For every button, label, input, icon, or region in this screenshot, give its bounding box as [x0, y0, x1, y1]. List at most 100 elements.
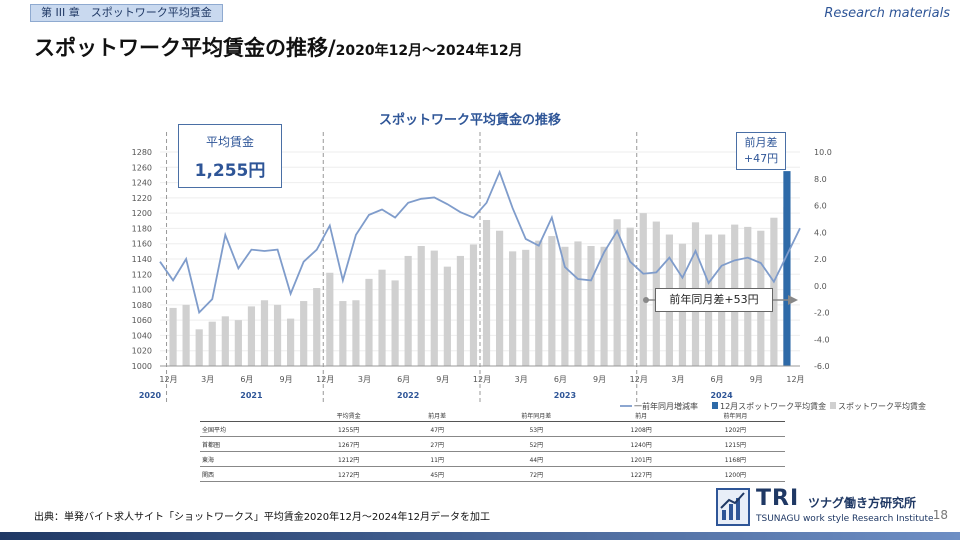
table-row: 首都圏 1267円 27円 52円 1240円 1215円 [200, 436, 785, 452]
year-label: 2022 [397, 391, 419, 400]
wage-bar [195, 329, 203, 366]
month-tick-label: 6月 [554, 375, 567, 384]
month-tick-label: 12月 [316, 375, 334, 384]
left-axis-tick: 1220 [132, 194, 152, 203]
summary-header-cell: 前月 [596, 410, 686, 422]
yoy-rate-line [159, 169, 801, 315]
wage-bar [626, 227, 634, 366]
legend-label: 一前年同月増減率 [634, 401, 698, 411]
logo-en-text: TSUNAGU work style Research Institute [756, 514, 934, 524]
table-cell: 45円 [398, 466, 477, 482]
summary-header-cell [200, 410, 300, 422]
table-row: 東海 1212円 11円 44円 1201円 1168円 [200, 451, 785, 467]
year-label: 2024 [710, 391, 733, 400]
yoy-arrow-dot [643, 297, 649, 303]
average-wage-value: 1,255円 [194, 161, 266, 181]
wage-bar [482, 220, 491, 366]
summary-table: 平均賃金 前月差 前年同月差 前月 前年同月 全国平均 1255円 47円 53… [200, 410, 785, 482]
wage-bar [443, 266, 451, 366]
table-cell: 1208円 [596, 421, 686, 437]
right-axis-tick: 6.0 [814, 202, 827, 211]
wage-bar [587, 246, 595, 366]
left-axis-tick: 1240 [132, 179, 152, 188]
wage-bar [234, 320, 242, 366]
wage-bar [574, 241, 582, 366]
wage-bar [273, 304, 282, 366]
left-axis-tick: 1280 [132, 148, 152, 157]
month-tick-label: 3月 [201, 375, 214, 384]
page-title-main: スポットワーク平均賃金の推移/ [34, 36, 336, 60]
table-cell: 全国平均 [200, 421, 300, 437]
month-tick-label: 9月 [593, 375, 606, 384]
wage-bar [522, 249, 530, 366]
wage-bar [430, 250, 438, 366]
wage-bar [287, 318, 295, 366]
wage-bar [391, 280, 399, 366]
table-cell: 52円 [476, 436, 597, 452]
logo-jp-text: ツナグ働き方研究所 [808, 496, 917, 510]
table-cell: 首都圏 [200, 436, 300, 452]
table-cell: 1255円 [299, 421, 399, 437]
table-cell: 1272円 [299, 466, 399, 482]
table-row: 関西 1272円 45円 72円 1227円 1200円 [200, 466, 785, 482]
wage-bar [600, 246, 608, 366]
wage-bar [221, 316, 229, 366]
page-title: スポットワーク平均賃金の推移/2020年12月～2024年12月 [34, 32, 523, 62]
wage-bar [639, 213, 647, 366]
table-cell: 1201円 [596, 451, 686, 467]
wage-bar [300, 301, 308, 366]
wage-bar [247, 306, 256, 366]
wage-bar [548, 236, 556, 366]
table-cell: 1202円 [685, 421, 785, 437]
table-cell: 1215円 [685, 436, 785, 452]
left-axis-tick: 1120 [132, 270, 152, 279]
chart-title: スポットワーク平均賃金の推移 [379, 112, 561, 128]
month-tick-label: 12月 [786, 375, 804, 384]
wage-bar [561, 246, 569, 366]
month-tick-label: 6月 [240, 375, 253, 384]
left-axis-tick: 1260 [132, 163, 152, 172]
table-cell: 1200円 [685, 466, 785, 482]
left-axis-tick: 1000 [132, 362, 152, 371]
wage-bar [417, 246, 425, 366]
month-tick-label: 12月 [473, 375, 491, 384]
year-label: 2023 [554, 391, 576, 400]
year-label: 2020 [139, 391, 162, 400]
table-cell: 27円 [398, 436, 477, 452]
table-cell: 72円 [476, 466, 597, 482]
left-axis-tick: 1200 [132, 209, 152, 218]
table-cell: 1240円 [596, 436, 686, 452]
research-materials-label: Research materials [824, 6, 950, 21]
table-cell: 53円 [476, 421, 597, 437]
month-tick-label: 12月 [630, 375, 648, 384]
wage-bar [326, 272, 334, 366]
month-tick-label: 9月 [436, 375, 449, 384]
page-title-sub: 2020年12月～2024年12月 [335, 43, 523, 59]
bar-chart-icon [716, 488, 750, 526]
wage-bar [469, 244, 478, 366]
bottom-accent-bar [0, 532, 960, 540]
legend-label: スポットワーク平均賃金 [838, 401, 926, 411]
legend-label: 12月スポットワーク平均賃金 [720, 401, 826, 411]
legend-grey-swatch [830, 402, 836, 409]
source-note: 出典：単発バイト求人サイト「ショットワークス」平均賃金2020年12月～2024… [34, 512, 491, 523]
right-axis-tick: -6.0 [814, 362, 830, 371]
average-wage-label: 平均賃金 [205, 135, 254, 149]
summary-header-cell: 前年同月 [685, 410, 785, 422]
table-cell: 東海 [200, 451, 300, 467]
month-tick-label: 12月 [159, 375, 177, 384]
wage-bar [456, 255, 464, 366]
left-axis-tick: 1140 [132, 255, 152, 264]
wage-bar [313, 288, 321, 366]
page-number: 18 [932, 508, 948, 522]
month-tick-label: 9月 [750, 375, 763, 384]
month-tick-label: 9月 [280, 375, 293, 384]
left-axis-tick: 1160 [132, 240, 152, 249]
month-diff-label: 前月差 [744, 136, 778, 149]
tri-logo: TRI ツナグ働き方研究所 TSUNAGU work style Researc… [716, 486, 934, 530]
table-cell: 1227円 [596, 466, 686, 482]
table-cell: 1212円 [299, 451, 399, 467]
average-wage-callout: 平均賃金 1,255円 [178, 124, 282, 188]
